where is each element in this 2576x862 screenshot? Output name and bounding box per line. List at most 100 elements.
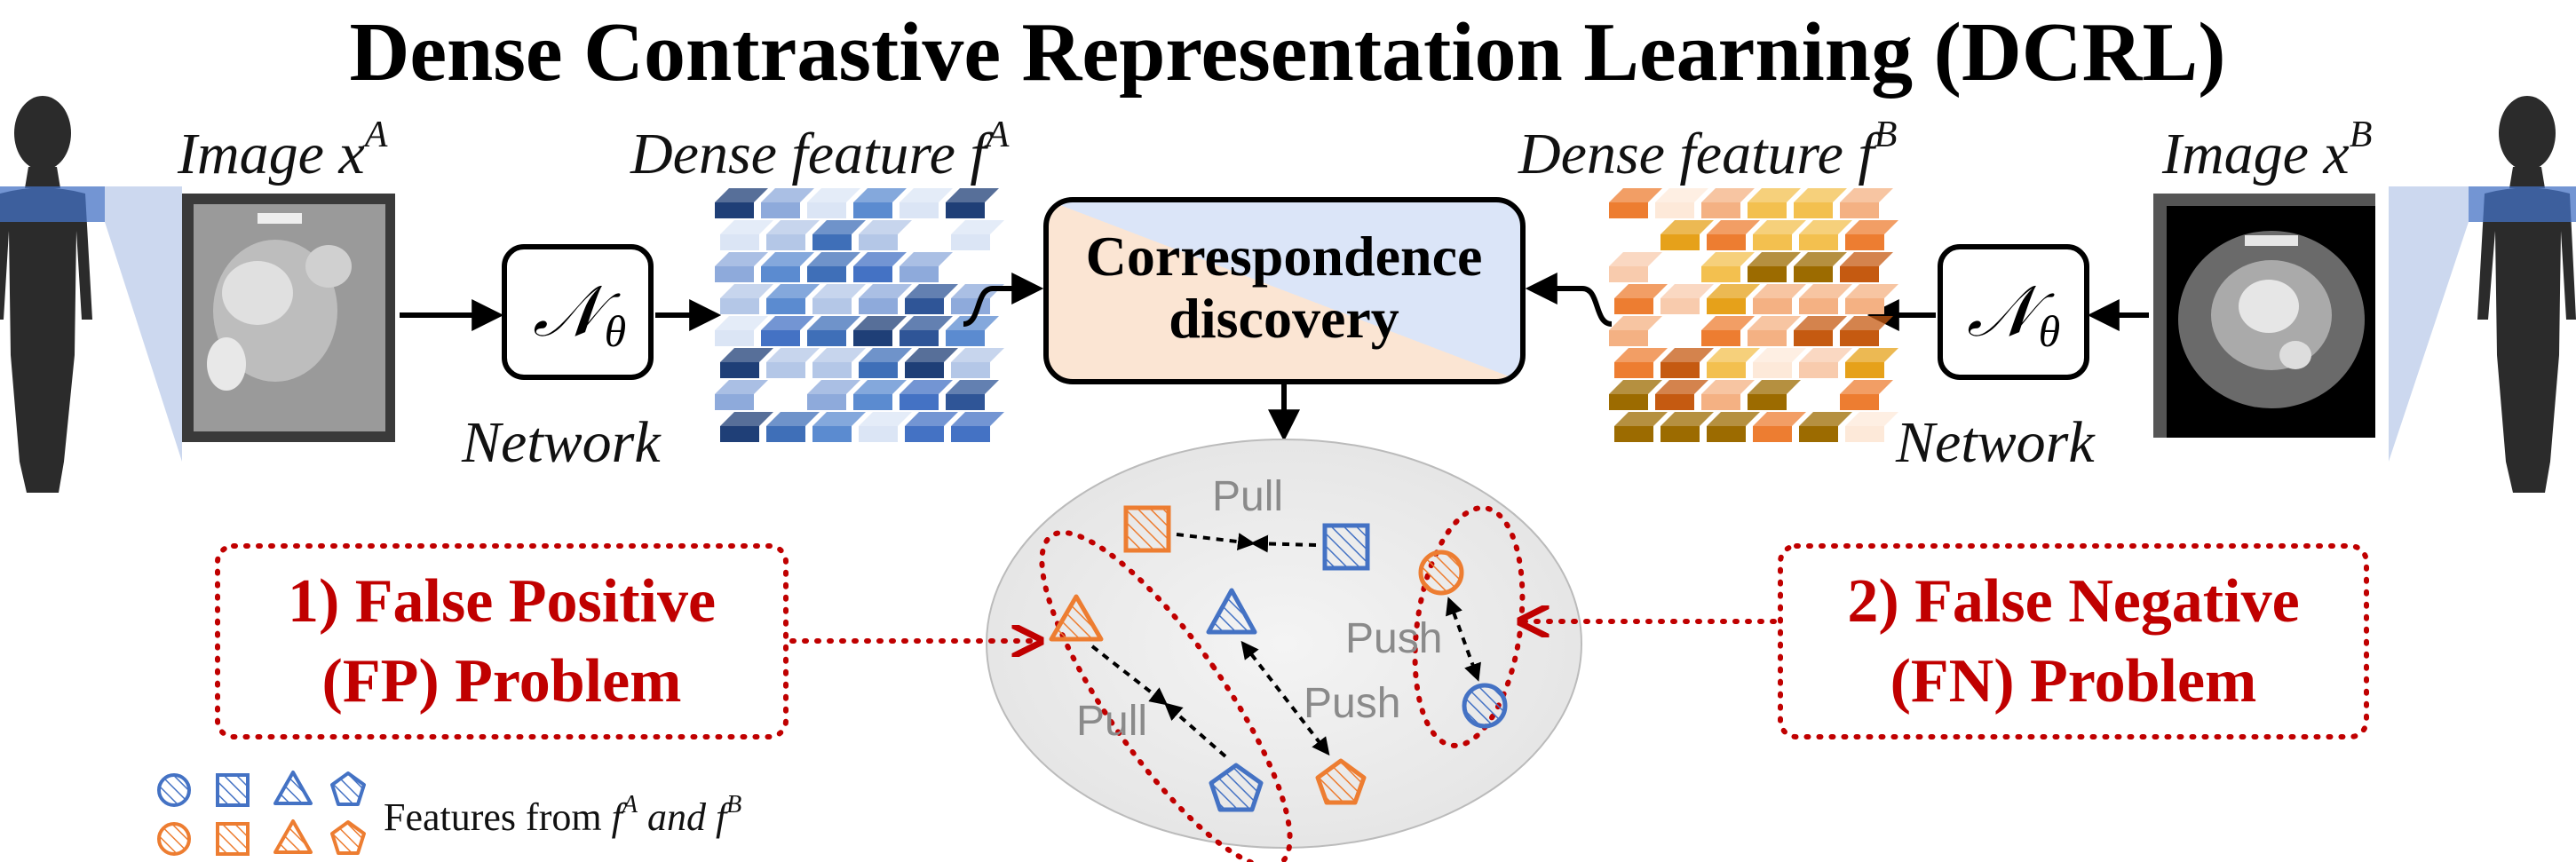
feature-cube-front — [720, 362, 759, 378]
blue-square-icon — [1322, 523, 1370, 571]
feature-cube-top — [715, 316, 768, 330]
feature-cube-front — [951, 362, 990, 378]
feature-cube-front — [1707, 234, 1746, 250]
feature-cube-top — [1707, 348, 1760, 362]
blue-triangle-icon — [1206, 588, 1257, 635]
feature-cube-front — [1753, 362, 1792, 378]
arrow-feature-b-to-correspondence — [1525, 273, 1613, 327]
feature-cube-front — [812, 426, 852, 442]
feature-cube-front — [1840, 330, 1879, 346]
feature-cube-top — [1840, 380, 1893, 394]
feature-cube-top — [720, 220, 773, 234]
network-b-block: 𝒩θ — [1938, 244, 2089, 380]
legend-orange-circle-icon — [157, 822, 191, 856]
push-label-middle: Push — [1304, 680, 1400, 727]
feature-cube-top — [900, 316, 953, 330]
fp-problem-line1: 1) False Positive — [288, 567, 716, 636]
image-a-ct — [182, 194, 395, 442]
feature-cube-top — [812, 284, 866, 298]
dense-feature-b-grid — [1609, 188, 1898, 442]
feature-cube-top — [951, 348, 1004, 362]
feature-cube-top — [1799, 284, 1852, 298]
feature-cube-top — [1845, 284, 1898, 298]
pull-arrow-bottom-left — [1090, 645, 1169, 706]
feature-cube-top — [766, 412, 820, 426]
feature-cube-front — [766, 426, 805, 442]
feature-cube-front — [1661, 362, 1700, 378]
feature-cube-front — [720, 234, 759, 250]
svg-text:𝒩θ: 𝒩θ — [1967, 273, 2060, 356]
feature-cube-top — [1701, 316, 1755, 330]
feature-cube-top — [1614, 284, 1668, 298]
feature-cube-top — [900, 252, 953, 266]
feature-cube-top — [1799, 348, 1852, 362]
slice-beam-right — [2389, 186, 2576, 462]
feature-cube-top — [1845, 348, 1898, 362]
legend-orange-triangle-icon — [273, 819, 313, 854]
feature-cube-front — [1753, 426, 1792, 442]
feature-cube-top — [1614, 412, 1668, 426]
feature-cube-front — [761, 266, 800, 282]
feature-cube-front — [853, 202, 892, 218]
feature-cube-top — [766, 220, 820, 234]
feature-cube-top — [720, 284, 773, 298]
blue-pentagon-icon — [1209, 763, 1264, 812]
feature-cube-top — [812, 412, 866, 426]
feature-cube-top — [807, 316, 860, 330]
feature-cube-front — [853, 266, 892, 282]
legend-text: Features from fA and fB — [384, 791, 741, 839]
feature-cube-front — [812, 362, 852, 378]
push-arrow-right — [1446, 597, 1481, 682]
correspondence-line2: discovery — [1169, 287, 1399, 350]
feature-cube-top — [1748, 380, 1801, 394]
orange-circle-icon — [1418, 550, 1464, 596]
feature-cube-front — [1701, 394, 1740, 410]
feature-cube-top — [1753, 284, 1806, 298]
feature-cube-top — [1609, 316, 1662, 330]
fp-group-outline — [1039, 529, 1293, 862]
feature-cube-top — [715, 252, 768, 266]
network-b-label: Network — [1895, 410, 2096, 475]
embedding-space — [986, 439, 1582, 849]
feature-cube-top — [766, 348, 820, 362]
feature-cube-top — [807, 252, 860, 266]
feature-cube-front — [715, 394, 754, 410]
feature-cube-top — [1748, 252, 1801, 266]
person-left-icon — [0, 96, 92, 493]
feature-cube-top — [859, 348, 912, 362]
feature-cube-front — [951, 426, 990, 442]
feature-cube-front — [1753, 298, 1792, 314]
feature-cube-top — [1794, 188, 1847, 202]
feature-cube-top — [1701, 252, 1755, 266]
network-a-theta: θ — [605, 306, 627, 356]
feature-cube-top — [1609, 252, 1662, 266]
feature-cube-front — [1701, 202, 1740, 218]
feature-cube-top — [1614, 348, 1668, 362]
feature-cube-front — [1845, 426, 1884, 442]
feature-cube-front — [1799, 298, 1838, 314]
feature-cube-top — [859, 220, 912, 234]
feature-cube-top — [1748, 188, 1801, 202]
feature-cube-top — [766, 284, 820, 298]
feature-cube-top — [905, 348, 958, 362]
feature-cube-front — [1609, 266, 1648, 282]
legend: Features from fA and fB — [157, 771, 741, 856]
feature-cube-front — [1794, 330, 1833, 346]
feature-cube-top — [946, 188, 999, 202]
feature-cube-top — [812, 348, 866, 362]
feature-cube-front — [1794, 202, 1833, 218]
legend-orange-square-icon — [216, 822, 250, 856]
feature-cube-top — [905, 284, 958, 298]
network-a-label: Network — [461, 410, 662, 475]
feature-cube-front — [807, 202, 846, 218]
feature-cube-top — [1845, 412, 1898, 426]
feature-cube-front — [1840, 394, 1879, 410]
legend-blue-circle-icon — [157, 773, 191, 807]
feature-cube-front — [1701, 330, 1740, 346]
feature-cube-top — [853, 380, 907, 394]
feature-cube-front — [900, 202, 939, 218]
legend-blue-square-icon — [216, 773, 250, 807]
person-right-icon — [2477, 96, 2576, 493]
feature-cube-top — [1840, 316, 1893, 330]
dense-feature-a-grid — [715, 188, 1004, 442]
